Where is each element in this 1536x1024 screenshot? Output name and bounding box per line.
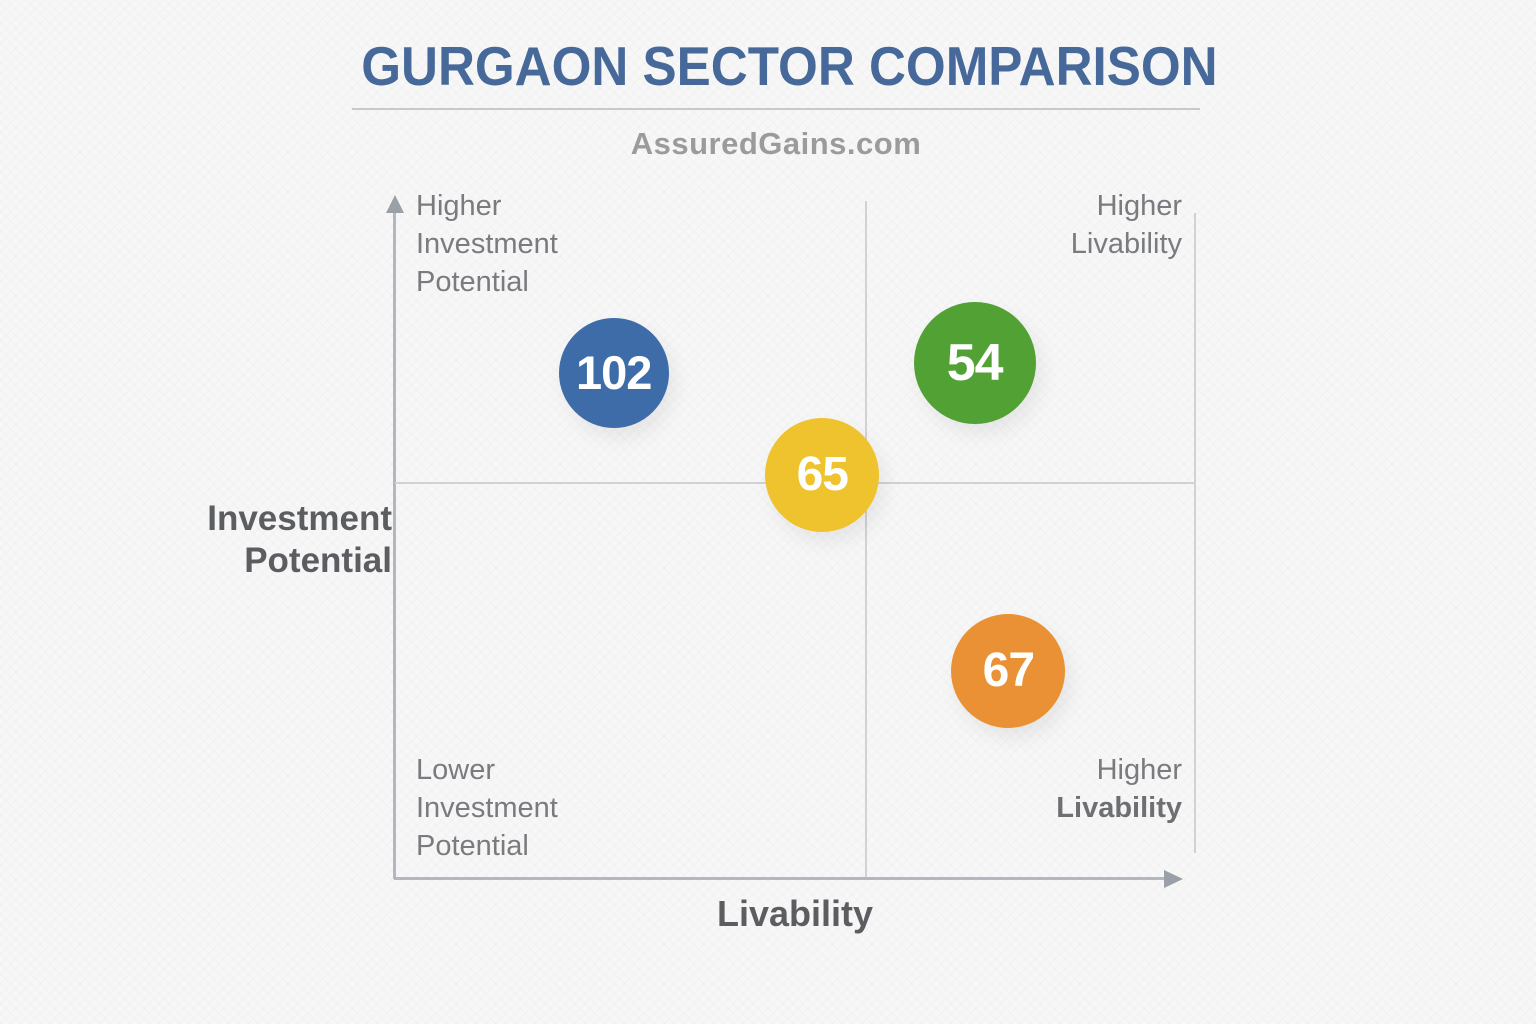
quadrant-label-line: Livability xyxy=(1070,228,1182,260)
quadrant-divider-vertical xyxy=(865,201,867,877)
sector-bubble-65: 65 xyxy=(765,417,880,532)
sector-bubble-102: 102 xyxy=(558,317,669,428)
quadrant-label-bottom-left: Lower Investment Potential xyxy=(416,751,558,865)
x-axis-arrow-icon xyxy=(1164,870,1183,888)
x-axis-title: Livability xyxy=(716,893,874,934)
quadrant-label-line: Potential xyxy=(416,830,529,862)
quadrant-label-line: Investment xyxy=(416,228,558,260)
plot-right-border xyxy=(1194,213,1196,853)
plot-area: Higher Investment Potential Higher Livab… xyxy=(386,190,1196,888)
quadrant-label-bottom-right: Higher Livability xyxy=(1056,751,1182,827)
quadrant-label-line: Investment xyxy=(416,792,558,824)
y-axis-title: Investment Potential xyxy=(60,498,392,582)
sector-bubble-54: 54 xyxy=(913,302,1036,425)
header: GURGAON SECTOR COMPARISON AssuredGains.c… xyxy=(330,34,1222,162)
chart-title: GURGAON SECTOR COMPARISON xyxy=(361,35,1218,97)
quadrant-label-line: Lower xyxy=(416,754,495,786)
quadrant-label-line: Higher xyxy=(1096,754,1182,786)
quadrant-label-line: Higher xyxy=(1096,190,1182,222)
title-divider xyxy=(352,108,1200,110)
source-credit: AssuredGains.com xyxy=(630,126,922,161)
quadrant-label-top-right: Higher Livability xyxy=(1071,187,1182,263)
y-axis-arrow-icon xyxy=(386,195,404,213)
y-axis-title-line: Potential xyxy=(244,541,392,580)
quadrant-label-line: Livability xyxy=(1056,792,1182,824)
quadrant-label-line: Higher xyxy=(416,190,502,222)
bubbles-layer: 102 54 65 67 xyxy=(394,197,1196,879)
y-axis-title-line: Investment xyxy=(207,499,392,538)
sector-bubble-67: 67 xyxy=(951,613,1066,728)
quadrant-label-line: Potential xyxy=(416,266,529,298)
y-axis-line xyxy=(393,211,396,879)
x-axis-line xyxy=(394,877,1166,880)
quadrant-label-top-left: Higher Investment Potential xyxy=(416,187,558,301)
